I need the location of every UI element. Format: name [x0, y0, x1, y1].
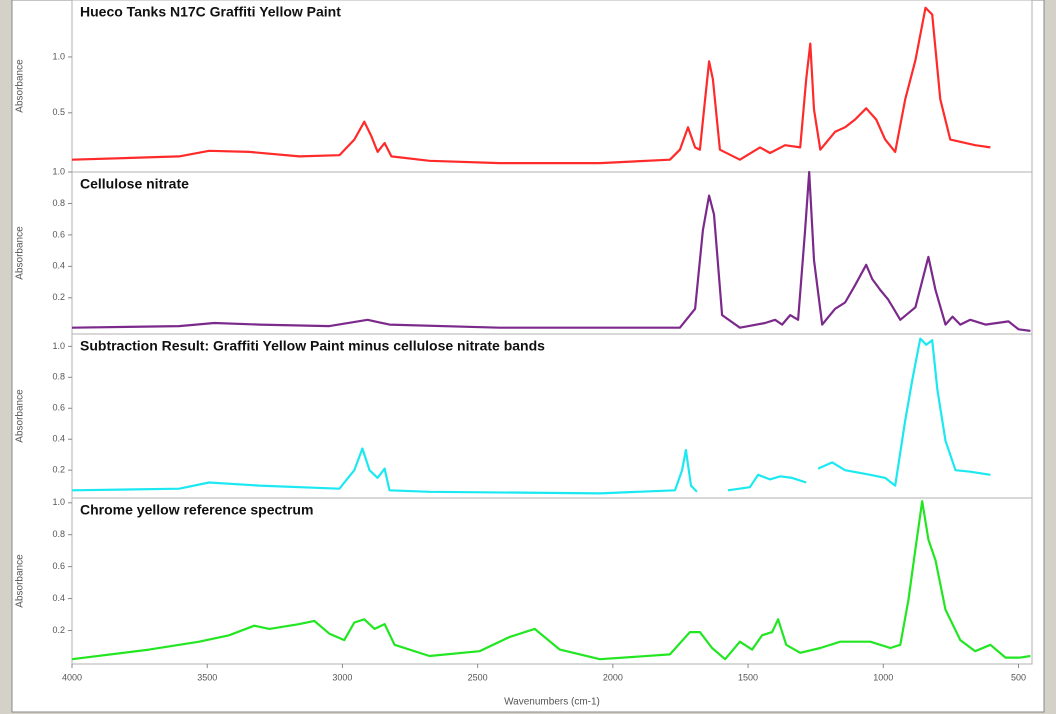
- y-tick-label: 0.4: [52, 593, 65, 603]
- y-tick-label: 0.6: [52, 403, 65, 413]
- y-tick-label: 1.0: [52, 51, 65, 61]
- y-tick-label: 0.4: [52, 261, 65, 271]
- y-axis-label: Absorbance: [15, 554, 26, 608]
- y-axis-label: Absorbance: [15, 226, 26, 280]
- spectrum-line: [71, 6, 991, 165]
- panel-title: Hueco Tanks N17C Graffiti Yellow Paint: [80, 4, 341, 20]
- spectrum-line: [71, 337, 991, 495]
- x-axis-label: Wavenumbers (cm-1): [504, 697, 600, 708]
- y-tick-label: 0.2: [52, 292, 65, 302]
- y-tick-label: 0.4: [52, 434, 65, 444]
- x-tick-label: 3000: [332, 672, 352, 682]
- x-tick-label: 2000: [603, 672, 623, 682]
- y-tick-label: 1.0: [52, 341, 65, 351]
- panel-title: Chrome yellow reference spectrum: [80, 502, 313, 518]
- y-axis-label: Absorbance: [15, 59, 26, 113]
- plot-background: [11, 0, 1045, 713]
- y-tick-label: 1.0: [52, 497, 65, 507]
- x-tick-label: 1000: [873, 672, 893, 682]
- y-tick-label: 0.5: [52, 107, 65, 117]
- x-tick-label: 3500: [197, 672, 217, 682]
- x-tick-label: 1500: [738, 672, 758, 682]
- x-tick-label: 500: [1011, 672, 1026, 682]
- x-tick-label: 4000: [62, 672, 82, 682]
- y-tick-label: 0.2: [52, 465, 65, 475]
- y-tick-label: 0.8: [52, 529, 65, 539]
- y-axis-label: Absorbance: [15, 389, 26, 443]
- y-tick-label: 0.8: [52, 198, 65, 208]
- x-tick-label: 2500: [468, 672, 488, 682]
- y-tick-label: 0.6: [52, 561, 65, 571]
- y-tick-label: 0.8: [52, 372, 65, 382]
- panel-title: Subtraction Result: Graffiti Yellow Pain…: [80, 338, 545, 354]
- panel-title: Cellulose nitrate: [80, 176, 189, 192]
- panel-frame: [71, 497, 1033, 665]
- y-tick-label: 0.6: [52, 229, 65, 239]
- spectrum-line: [71, 170, 1031, 332]
- y-tick-label: 0.2: [52, 625, 65, 635]
- y-tick-label: 1.0: [52, 166, 65, 176]
- spectrum-line: [71, 500, 1031, 661]
